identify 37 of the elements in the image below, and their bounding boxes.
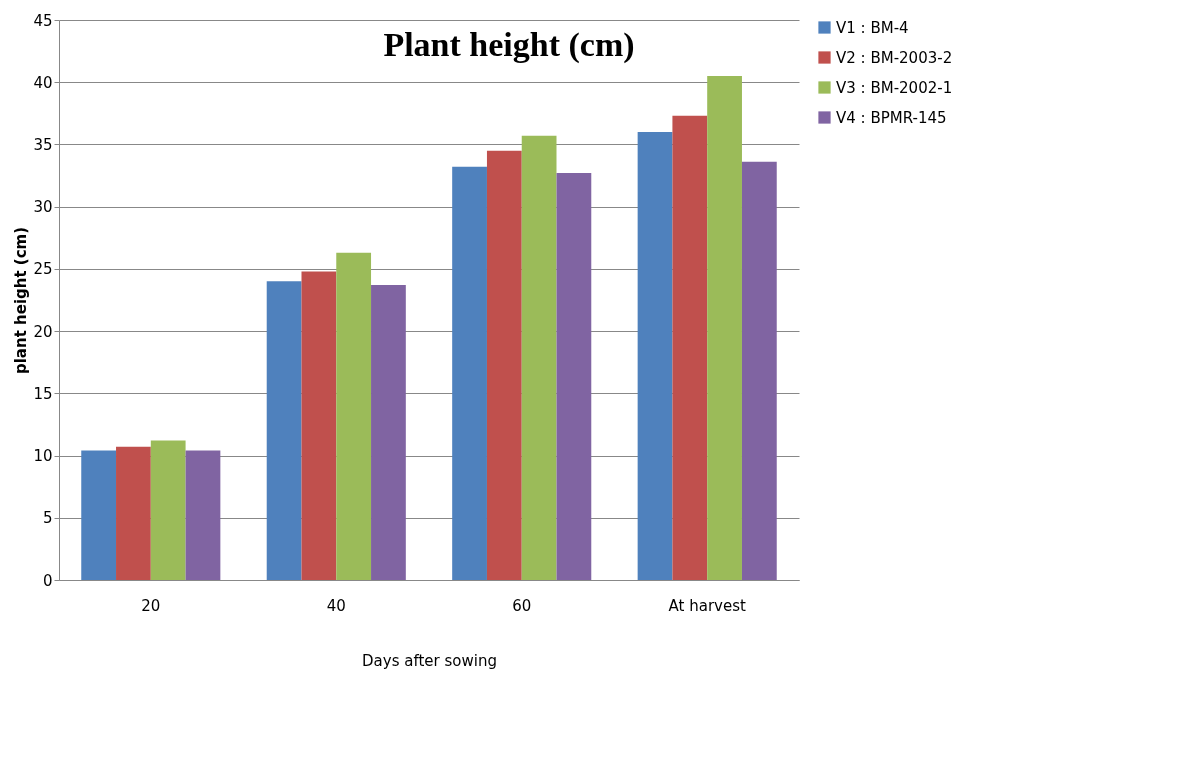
legend-label: V3 : BM-2002-1 (836, 78, 953, 97)
bar (185, 450, 221, 580)
bar (301, 271, 337, 580)
bar (521, 135, 557, 580)
bar (150, 440, 186, 580)
x-tick-label: At harvest (668, 596, 746, 615)
y-tick-label: 25 (33, 260, 53, 279)
bar (371, 285, 406, 580)
y-tick-label: 35 (33, 135, 53, 154)
bar (556, 173, 592, 580)
y-tick-label: 15 (33, 384, 53, 403)
legend-label: V2 : BM-2003-2 (836, 48, 953, 67)
bar (637, 132, 673, 580)
y-tick-label: 0 (42, 571, 53, 590)
y-axis-title: plant height (cm) (12, 226, 31, 375)
y-tick-label: 20 (33, 322, 53, 341)
legend-label: V4 : BPMR-145 (836, 108, 947, 127)
x-tick-label: 60 (512, 596, 532, 615)
chart-title: Plant height (cm) (383, 26, 635, 64)
bar (672, 115, 708, 580)
bar (486, 150, 522, 580)
bar (452, 166, 487, 580)
bar (266, 281, 302, 580)
bar (81, 450, 117, 580)
bar (707, 76, 742, 580)
y-tick-label: 5 (42, 509, 53, 528)
y-tick-label: 45 (33, 11, 53, 30)
legend-label: V1 : BM-4 (836, 18, 909, 37)
x-tick-label: 20 (141, 596, 161, 615)
x-tick-label: 40 (326, 596, 346, 615)
x-axis-title: Days after sowing (362, 651, 497, 670)
bar (116, 446, 151, 580)
bar (741, 161, 777, 580)
bar (336, 252, 372, 580)
y-tick-label: 40 (33, 73, 53, 92)
y-tick-label: 10 (33, 447, 53, 466)
y-tick-label: 30 (33, 198, 53, 217)
